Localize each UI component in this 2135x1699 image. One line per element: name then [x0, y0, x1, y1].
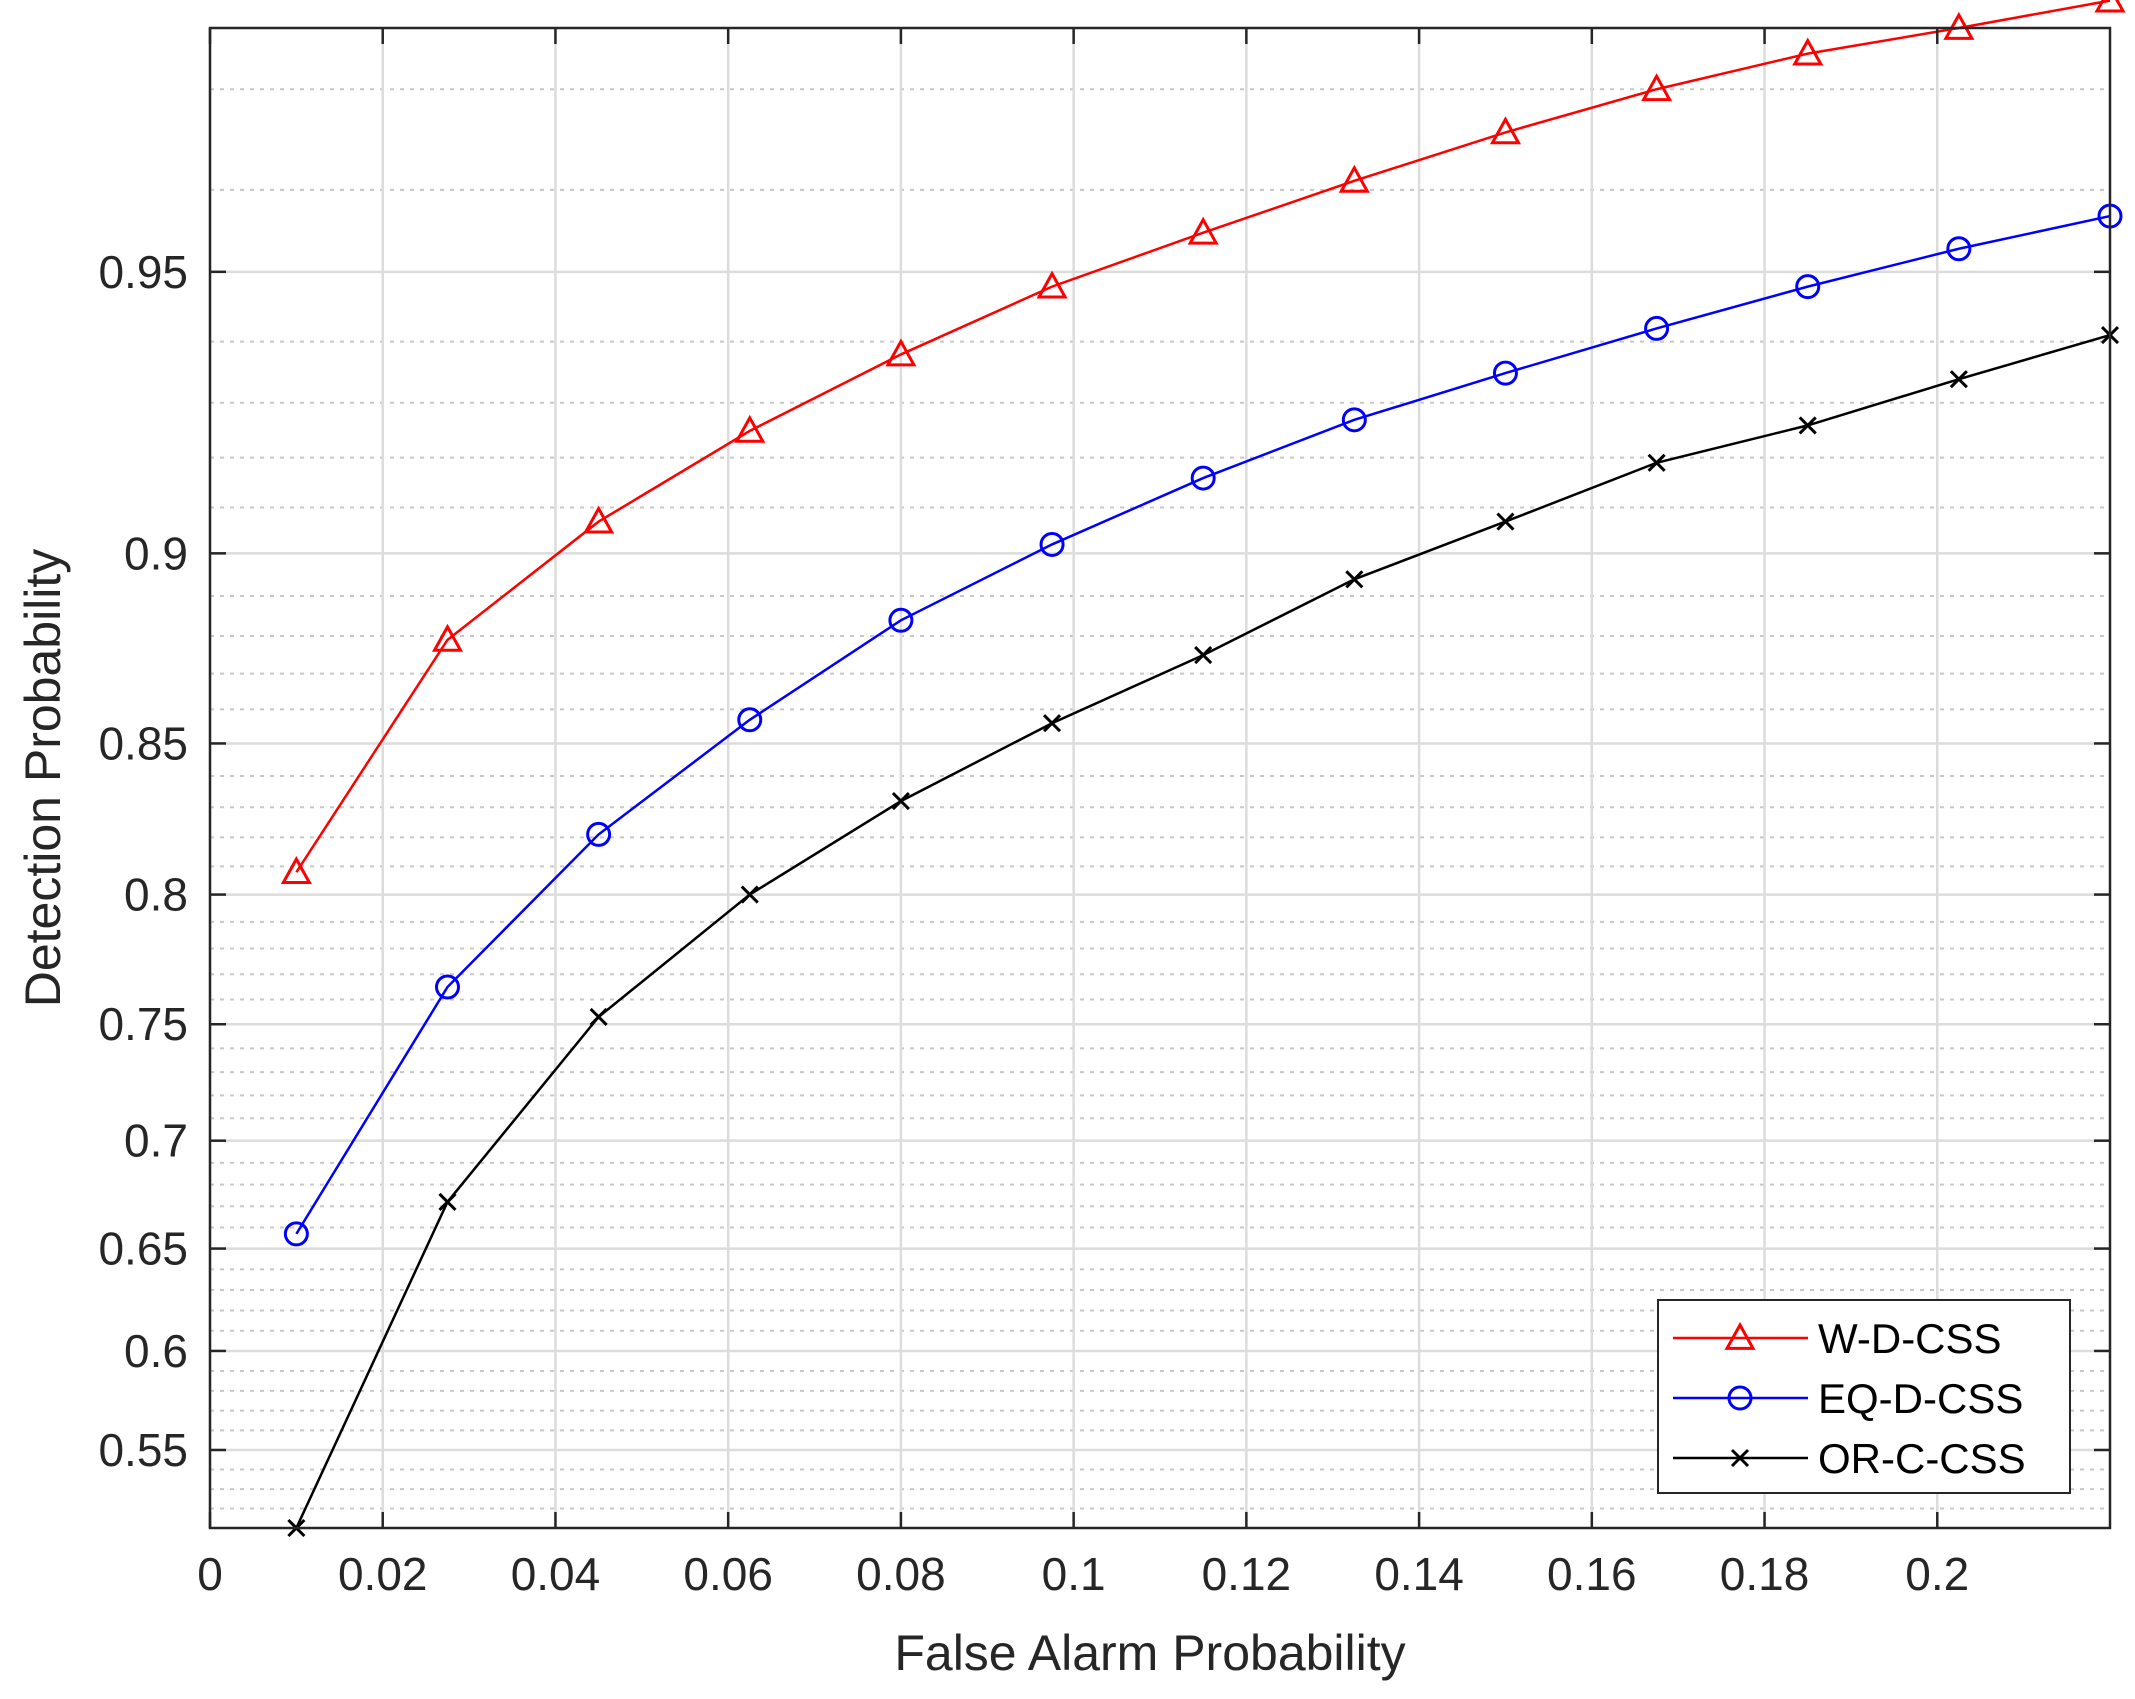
data-point: [1792, 37, 1824, 66]
series-eq-d-css: [283, 203, 2123, 1247]
data-point: [1496, 512, 1515, 531]
data-point: [1187, 216, 1219, 245]
data-point: [891, 792, 910, 811]
x-axis-label: False Alarm Probability: [894, 1625, 1405, 1681]
legend-entry-w-d-css: W-D-CSS: [1673, 1315, 2002, 1362]
data-point: [1946, 236, 1972, 262]
y-axis-label: Detection Probability: [15, 549, 71, 1008]
series-w-d-css: [280, 0, 2126, 885]
series-layer: [280, 0, 2126, 1538]
data-point: [740, 885, 759, 904]
y-tick-label: 0.9: [124, 527, 188, 579]
data-point: [1647, 453, 1666, 472]
data-point: [1949, 370, 1968, 389]
data-point: [1345, 570, 1364, 589]
x-tick-label: 0: [197, 1548, 223, 1600]
legend-marker: [1727, 1385, 1753, 1411]
legend-label: W-D-CSS: [1818, 1315, 2002, 1362]
data-point: [283, 1221, 309, 1247]
y-tick-label: 0.75: [98, 998, 188, 1050]
plot-area: [210, 28, 2110, 1528]
data-point: [586, 821, 612, 847]
x-tick-label: 0.2: [1905, 1548, 1969, 1600]
y-tick-label: 0.55: [98, 1424, 188, 1476]
legend-box: [1657, 1299, 2071, 1494]
y-tick-labels: 0.55 0.6 0.65 0.7 0.75 0.8 0.85 0.9 0.95: [98, 246, 188, 1476]
legend-label: EQ-D-CSS: [1818, 1375, 2023, 1422]
data-point: [280, 856, 312, 885]
data-point: [2094, 0, 2126, 13]
data-point: [435, 974, 460, 1000]
data-point: [1644, 315, 1670, 341]
data-point: [1798, 416, 1817, 435]
x-tick-label: 0.1: [1042, 1548, 1106, 1600]
data-point: [1190, 465, 1216, 491]
data-point: [888, 607, 914, 633]
legend-marker: [1724, 1321, 1756, 1350]
legend-marker: [1730, 1448, 1750, 1468]
y-tick-label: 0.7: [124, 1115, 188, 1167]
x-tick-label: 0.16: [1547, 1548, 1637, 1600]
x-tick-label: 0.12: [1202, 1548, 1292, 1600]
data-point: [1795, 274, 1821, 300]
x-tick-label: 0.18: [1720, 1548, 1810, 1600]
data-point: [1641, 73, 1673, 102]
y-tick-label: 0.95: [98, 246, 188, 298]
y-tick-label: 0.85: [98, 717, 188, 769]
data-point: [1194, 646, 1213, 665]
axis-ticks: [208, 28, 2110, 1528]
legend: W-D-CSS EQ-D-CSS OR-C-CSS: [1657, 1299, 2071, 1494]
x-tick-label: 0.02: [338, 1548, 428, 1600]
x-tick-label: 0.14: [1374, 1548, 1464, 1600]
y-tick-label: 0.8: [124, 869, 188, 921]
plot-frame: [208, 26, 2112, 1530]
legend-entry-eq-d-css: EQ-D-CSS: [1673, 1375, 2023, 1422]
data-point: [1039, 531, 1065, 557]
x-tick-labels: 0 0.02 0.04 0.06 0.08 0.1 0.12 0.14 0.16 0.18 0.2: [197, 1548, 1969, 1600]
y-tick-label: 0.6: [124, 1325, 188, 1377]
data-point: [1341, 407, 1367, 433]
x-tick-label: 0.06: [683, 1548, 773, 1600]
y-tick-label: 0.65: [98, 1223, 188, 1275]
data-point: [589, 1007, 608, 1026]
x-tick-label: 0.04: [511, 1548, 601, 1600]
series-or-c-css: [287, 325, 2120, 1538]
data-point: [885, 338, 917, 367]
series-line: [295, 0, 2111, 873]
data-point: [1492, 360, 1518, 386]
data-point: [583, 505, 615, 534]
legend-label: OR-C-CSS: [1818, 1435, 2026, 1482]
data-point: [1943, 11, 1975, 40]
data-point: [438, 1192, 457, 1211]
legend-entry-or-c-css: OR-C-CSS: [1673, 1435, 2026, 1482]
data-point: [1489, 116, 1522, 145]
data-point: [734, 414, 766, 443]
x-tick-label: 0.08: [856, 1548, 946, 1600]
data-point: [1036, 270, 1068, 299]
series-line: [295, 214, 2111, 1235]
data-point: [1042, 714, 1062, 733]
data-point: [1338, 164, 1370, 193]
data-point: [737, 707, 763, 733]
data-point: [431, 623, 464, 652]
